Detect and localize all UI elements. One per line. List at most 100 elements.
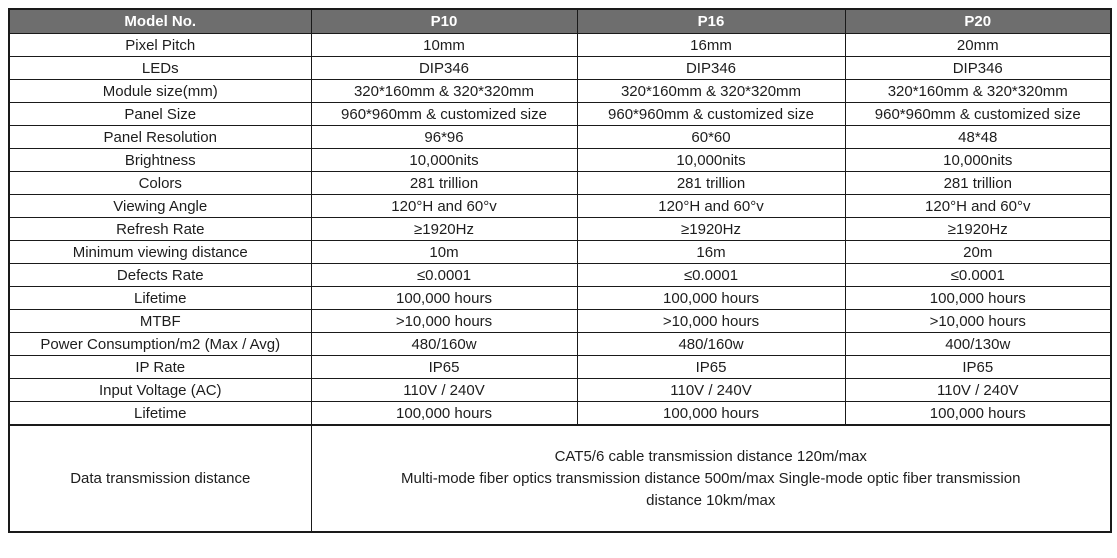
- row-label: Panel Resolution: [8, 125, 312, 149]
- row-value: ≥1920Hz: [844, 217, 1112, 241]
- table-row: LEDs DIP346 DIP346 DIP346: [8, 56, 1112, 80]
- row-label: Panel Size: [8, 102, 312, 126]
- row-value: 100,000 hours: [310, 401, 578, 426]
- data-transmission-text: CAT5/6 cable transmission distance 120m/…: [316, 446, 1107, 512]
- row-value: 480/160w: [310, 332, 578, 356]
- table-row: Panel Size 960*960mm & customized size 960…: [8, 102, 1112, 126]
- row-value: 100,000 hours: [576, 286, 846, 310]
- row-value: 960*960mm & customized size: [844, 102, 1112, 126]
- row-value: 281 trillion: [310, 171, 578, 195]
- row-value: 281 trillion: [576, 171, 846, 195]
- row-label: Input Voltage (AC): [8, 378, 312, 402]
- row-value: 100,000 hours: [576, 401, 846, 426]
- row-value: 20m: [844, 240, 1112, 264]
- table-row: Module size(mm) 320*160mm & 320*320mm 320*…: [8, 79, 1112, 103]
- table-row: Brightness 10,000nits 10,000nits 10,000nits: [8, 148, 1112, 172]
- table-row: Colors 281 trillion 281 trillion 281 trilli…: [8, 171, 1112, 195]
- row-value: 110V / 240V: [844, 378, 1112, 402]
- row-value: 60*60: [576, 125, 846, 149]
- row-label: Pixel Pitch: [8, 33, 312, 57]
- spec-table-header: Model No. P10 P16 P20: [8, 8, 1112, 34]
- row-value: IP65: [310, 355, 578, 379]
- table-row: Power Consumption/m2 (Max / Avg) 480/160w…: [8, 332, 1112, 356]
- table-row: Input Voltage (AC) 110V / 240V 110V / 240V…: [8, 378, 1112, 402]
- header-cell-p20: P20: [844, 8, 1112, 34]
- table-row: MTBF >10,000 hours >10,000 hours >10,000 ho…: [8, 309, 1112, 333]
- table-row: Panel Resolution 96*96 60*60 48*48: [8, 125, 1112, 149]
- row-value: 120°H and 60°v: [576, 194, 846, 218]
- table-row: Refresh Rate ≥1920Hz ≥1920Hz ≥1920Hz: [8, 217, 1112, 241]
- row-value: >10,000 hours: [576, 309, 846, 333]
- data-transmission-line: distance 10km/max: [646, 491, 776, 509]
- table-row: Viewing Angle 120°H and 60°v 120°H and 60°…: [8, 194, 1112, 218]
- row-value: 120°H and 60°v: [844, 194, 1112, 218]
- data-transmission-value-cell: CAT5/6 cable transmission distance 120m/…: [310, 424, 1112, 533]
- row-label: Lifetime: [8, 286, 312, 310]
- table-row: Lifetime 100,000 hours 100,000 hours 100,00…: [8, 286, 1112, 310]
- row-label: IP Rate: [8, 355, 312, 379]
- row-value: 960*960mm & customized size: [310, 102, 578, 126]
- row-value: 320*160mm & 320*320mm: [310, 79, 578, 103]
- row-label: Minimum viewing distance: [8, 240, 312, 264]
- row-label: Colors: [8, 171, 312, 195]
- row-label: Viewing Angle: [8, 194, 312, 218]
- row-value: 96*96: [310, 125, 578, 149]
- row-value: IP65: [576, 355, 846, 379]
- row-value: >10,000 hours: [844, 309, 1112, 333]
- table-row: Pixel Pitch 10mm 16mm 20mm: [8, 33, 1112, 57]
- table-row: IP Rate IP65 IP65 IP65: [8, 355, 1112, 379]
- row-value: IP65: [844, 355, 1112, 379]
- row-value: 10,000nits: [844, 148, 1112, 172]
- row-value: >10,000 hours: [310, 309, 578, 333]
- table-row-data-transmission: Data transmission distance CAT5/6 cable …: [8, 424, 1112, 533]
- row-value: 320*160mm & 320*320mm: [844, 79, 1112, 103]
- row-value: 320*160mm & 320*320mm: [576, 79, 846, 103]
- row-value: ≤0.0001: [310, 263, 578, 287]
- row-label: MTBF: [8, 309, 312, 333]
- row-label: Data transmission distance: [8, 424, 312, 533]
- row-value: ≥1920Hz: [310, 217, 578, 241]
- row-value: 100,000 hours: [844, 286, 1112, 310]
- row-label: LEDs: [8, 56, 312, 80]
- row-value: ≥1920Hz: [576, 217, 846, 241]
- row-value: DIP346: [576, 56, 846, 80]
- spec-table: Model No. P10 P16 P20 Pixel Pitch 10mm 16m…: [8, 8, 1112, 533]
- header-cell-p10: P10: [310, 8, 578, 34]
- row-value: 100,000 hours: [310, 286, 578, 310]
- row-value: 100,000 hours: [844, 401, 1112, 426]
- spec-table-body: Pixel Pitch 10mm 16mm 20mm LEDs DIP346 DIP346 D…: [8, 33, 1112, 533]
- row-value: ≤0.0001: [844, 263, 1112, 287]
- header-cell-model-no: Model No.: [8, 8, 312, 34]
- table-row: Minimum viewing distance 10m 16m 20m: [8, 240, 1112, 264]
- row-value: 48*48: [844, 125, 1112, 149]
- table-row: Lifetime 100,000 hours 100,000 hours 100,00…: [8, 401, 1112, 426]
- data-transmission-line: Multi-mode fiber optics transmission dis…: [401, 469, 1021, 487]
- row-value: 120°H and 60°v: [310, 194, 578, 218]
- header-row: Model No. P10 P16 P20: [8, 8, 1112, 34]
- row-value: DIP346: [844, 56, 1112, 80]
- row-value: 16mm: [576, 33, 846, 57]
- row-value: 10m: [310, 240, 578, 264]
- row-value: ≤0.0001: [576, 263, 846, 287]
- row-value: DIP346: [310, 56, 578, 80]
- row-label: Power Consumption/m2 (Max / Avg): [8, 332, 312, 356]
- row-value: 960*960mm & customized size: [576, 102, 846, 126]
- row-value: 20mm: [844, 33, 1112, 57]
- row-value: 400/130w: [844, 332, 1112, 356]
- table-row: Defects Rate ≤0.0001 ≤0.0001 ≤0.0001: [8, 263, 1112, 287]
- row-value: 10,000nits: [576, 148, 846, 172]
- row-label: Refresh Rate: [8, 217, 312, 241]
- row-label: Lifetime: [8, 401, 312, 426]
- row-value: 16m: [576, 240, 846, 264]
- row-value: 10,000nits: [310, 148, 578, 172]
- row-label: Brightness: [8, 148, 312, 172]
- row-label: Module size(mm): [8, 79, 312, 103]
- header-cell-p16: P16: [576, 8, 846, 34]
- row-value: 480/160w: [576, 332, 846, 356]
- row-value: 110V / 240V: [576, 378, 846, 402]
- row-value: 110V / 240V: [310, 378, 578, 402]
- row-value: 281 trillion: [844, 171, 1112, 195]
- row-label: Defects Rate: [8, 263, 312, 287]
- row-value: 10mm: [310, 33, 578, 57]
- data-transmission-line: CAT5/6 cable transmission distance 120m/…: [554, 447, 867, 465]
